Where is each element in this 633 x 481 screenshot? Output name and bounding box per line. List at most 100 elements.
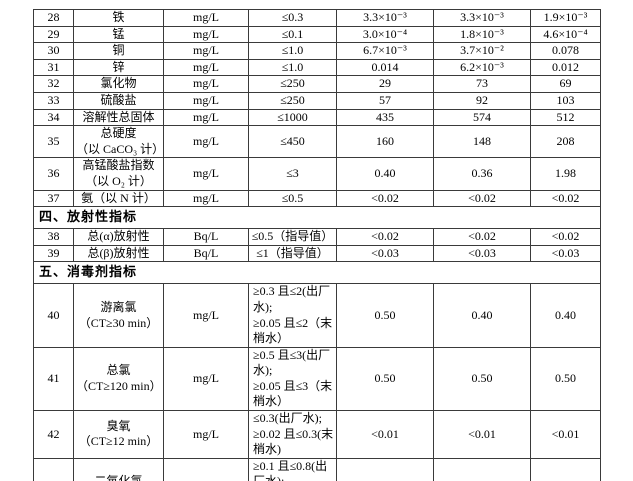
- cell-unit: mg/L: [163, 75, 249, 93]
- cell-measured-value: 512: [530, 108, 601, 127]
- table-row: 37 氨（以 N 计） mg/L ≤0.5 <0.02 <0.02 <0.02: [33, 189, 601, 208]
- cell-measured-value: 6.7×10⁻³: [336, 42, 434, 60]
- cell-unit: mg/L: [163, 58, 249, 77]
- cell-measured-value: 148: [433, 125, 531, 159]
- cell-measured-value: 3.7×10⁻²: [433, 42, 531, 60]
- cell-limit: ≤0.5（指导值）: [248, 228, 337, 246]
- cell-parameter-name: 总氯 （CT≥120 min）: [73, 346, 164, 412]
- cell-measured-value: 0.50: [336, 283, 434, 348]
- cell-parameter-name: 氯化物: [73, 75, 164, 93]
- cell-limit: ≥0.1 且≤0.8(出厂水); ≥0.02 且≤0.8（末梢水）: [248, 457, 337, 481]
- cell-unit: mg/L: [163, 157, 249, 191]
- cell-measured-value: <0.02: [433, 228, 531, 246]
- table-row: 34 溶解性总固体 mg/L ≤1000 435 574 512: [33, 108, 601, 127]
- cell-row-number: 43: [33, 457, 74, 481]
- cell-limit: ≤1.0: [248, 42, 337, 60]
- cell-measured-value: 69: [530, 75, 601, 93]
- cell-measured-value: 160: [336, 125, 434, 159]
- cell-unit: mg/L: [163, 410, 249, 459]
- water-quality-table: 28 铁 mg/L ≤0.3 3.3×10⁻³ 3.3×10⁻³ 1.9×10⁻³ 29 锰 mg…: [33, 9, 601, 481]
- cell-measured-value: 1.98: [530, 157, 601, 191]
- cell-parameter-name: 锰: [73, 25, 164, 44]
- cell-limit: ≤0.1: [248, 25, 337, 44]
- cell-limit: ≤250: [248, 91, 337, 110]
- cell-row-number: 39: [33, 244, 74, 263]
- cell-unit: mg/L: [163, 91, 249, 110]
- cell-limit: ≥0.3 且≤2(出厂水); ≥0.05 且≤2（末梢水）: [248, 283, 337, 348]
- cell-parameter-name: 总(α)放射性: [73, 228, 164, 246]
- section-header-label: 四、放射性指标: [33, 206, 601, 230]
- cell-measured-value: 574: [433, 108, 531, 127]
- cell-measured-value: 4.6×10⁻⁴: [530, 25, 601, 44]
- table-row: 33 硫酸盐 mg/L ≤250 57 92 103: [33, 91, 601, 110]
- table-row: 43二氧化氯 （CT≥30 min）mg/L≥0.1 且≤0.8(出厂水); ≥…: [33, 457, 601, 481]
- cell-measured-value: 0.012: [530, 58, 601, 77]
- cell-measured-value: <0.01: [530, 410, 601, 459]
- cell-row-number: 30: [33, 42, 74, 60]
- table-row: 39 总(β)放射性 Bq/L ≤1（指导值） <0.03 <0.03 <0.03: [33, 244, 601, 263]
- cell-parameter-name: 总(β)放射性: [73, 244, 164, 263]
- section-header-row: 五、消毒剂指标: [33, 261, 601, 285]
- cell-row-number: 38: [33, 228, 74, 246]
- table-row: 40 游离氯 （CT≥30 min） mg/L ≥0.3 且≤2(出厂水); ≥0.0…: [33, 283, 601, 348]
- table-row: 35 总硬度 （以 CaCO₃ 计） mg/L ≤450 160 148 208: [33, 125, 601, 159]
- cell-measured-value: 6.2×10⁻³: [433, 58, 531, 77]
- cell-measured-value: <0.02: [336, 228, 434, 246]
- cell-parameter-name: 臭氧 （CT≥12 min）: [73, 410, 164, 459]
- cell-limit: ≤1（指导值）: [248, 244, 337, 263]
- cell-unit: mg/L: [163, 42, 249, 60]
- cell-measured-value: 0.50: [433, 346, 531, 412]
- cell-row-number: 35: [33, 125, 74, 159]
- cell-row-number: 31: [33, 58, 74, 77]
- section-header-row: 四、放射性指标: [33, 206, 601, 230]
- cell-parameter-name: 铜: [73, 42, 164, 60]
- cell-measured-value: 0.078: [530, 42, 601, 60]
- cell-measured-value: 3.3×10⁻³: [336, 9, 434, 27]
- cell-measured-value: <0.03: [530, 244, 601, 263]
- cell-limit: ≤1.0: [248, 58, 337, 77]
- cell-measured-value: 3.0×10⁻⁴: [336, 25, 434, 44]
- cell-measured-value: 208: [530, 125, 601, 159]
- cell-limit: ≤1000: [248, 108, 337, 127]
- cell-measured-value: <0.01: [336, 410, 434, 459]
- cell-measured-value: 103: [530, 91, 601, 110]
- cell-measured-value: <0.02: [336, 189, 434, 208]
- table-row: 38 总(α)放射性 Bq/L ≤0.5（指导值） <0.02 <0.02 <0.02: [33, 228, 601, 246]
- cell-parameter-name: 二氧化氯 （CT≥30 min）: [73, 457, 164, 481]
- cell-parameter-name: 锌: [73, 58, 164, 77]
- table-row: 42 臭氧 （CT≥12 min） mg/L ≤0.3(出厂水); ≥0.02 且≤0…: [33, 410, 601, 459]
- cell-unit: mg/L: [163, 125, 249, 159]
- cell-row-number: 42: [33, 410, 74, 459]
- cell-measured-value: 3.3×10⁻³: [433, 9, 531, 27]
- cell-unit: mg/L: [163, 457, 249, 481]
- table-row: 30 铜 mg/L ≤1.0 6.7×10⁻³ 3.7×10⁻² 0.078: [33, 42, 601, 60]
- cell-unit: Bq/L: [163, 228, 249, 246]
- cell-measured-value: <0.03: [433, 244, 531, 263]
- cell-row-number: 36: [33, 157, 74, 191]
- cell-measured-value: <0.01: [336, 457, 434, 481]
- cell-parameter-name: 总硬度 （以 CaCO₃ 计）: [73, 125, 164, 159]
- cell-row-number: 41: [33, 346, 74, 412]
- cell-measured-value: 1.9×10⁻³: [530, 9, 601, 27]
- cell-limit: ≤0.3: [248, 9, 337, 27]
- cell-row-number: 40: [33, 283, 74, 348]
- cell-measured-value: 1.8×10⁻³: [433, 25, 531, 44]
- cell-parameter-name: 氨（以 N 计）: [73, 189, 164, 208]
- cell-limit: ≤0.5: [248, 189, 337, 208]
- cell-measured-value: 0.36: [433, 157, 531, 191]
- cell-measured-value: <0.03: [336, 244, 434, 263]
- table-row: 41 总氯 （CT≥120 min） mg/L ≥0.5 且≤3(出厂水); ≥0.0…: [33, 346, 601, 412]
- table-row: 29 锰 mg/L ≤0.1 3.0×10⁻⁴ 1.8×10⁻³ 4.6×10⁻⁴: [33, 25, 601, 44]
- cell-measured-value: 435: [336, 108, 434, 127]
- cell-measured-value: 0.40: [530, 283, 601, 348]
- table-row: 31 锌 mg/L ≤1.0 0.014 6.2×10⁻³ 0.012: [33, 58, 601, 77]
- cell-unit: mg/L: [163, 108, 249, 127]
- cell-measured-value: <0.02: [433, 189, 531, 208]
- cell-row-number: 29: [33, 25, 74, 44]
- cell-measured-value: 0.40: [336, 157, 434, 191]
- cell-row-number: 28: [33, 9, 74, 27]
- cell-measured-value: 57: [336, 91, 434, 110]
- table-body: 28 铁 mg/L ≤0.3 3.3×10⁻³ 3.3×10⁻³ 1.9×10⁻³ 29 锰 mg…: [33, 9, 601, 481]
- cell-limit: ≥0.5 且≤3(出厂水); ≥0.05 且≤3（末梢水）: [248, 346, 337, 412]
